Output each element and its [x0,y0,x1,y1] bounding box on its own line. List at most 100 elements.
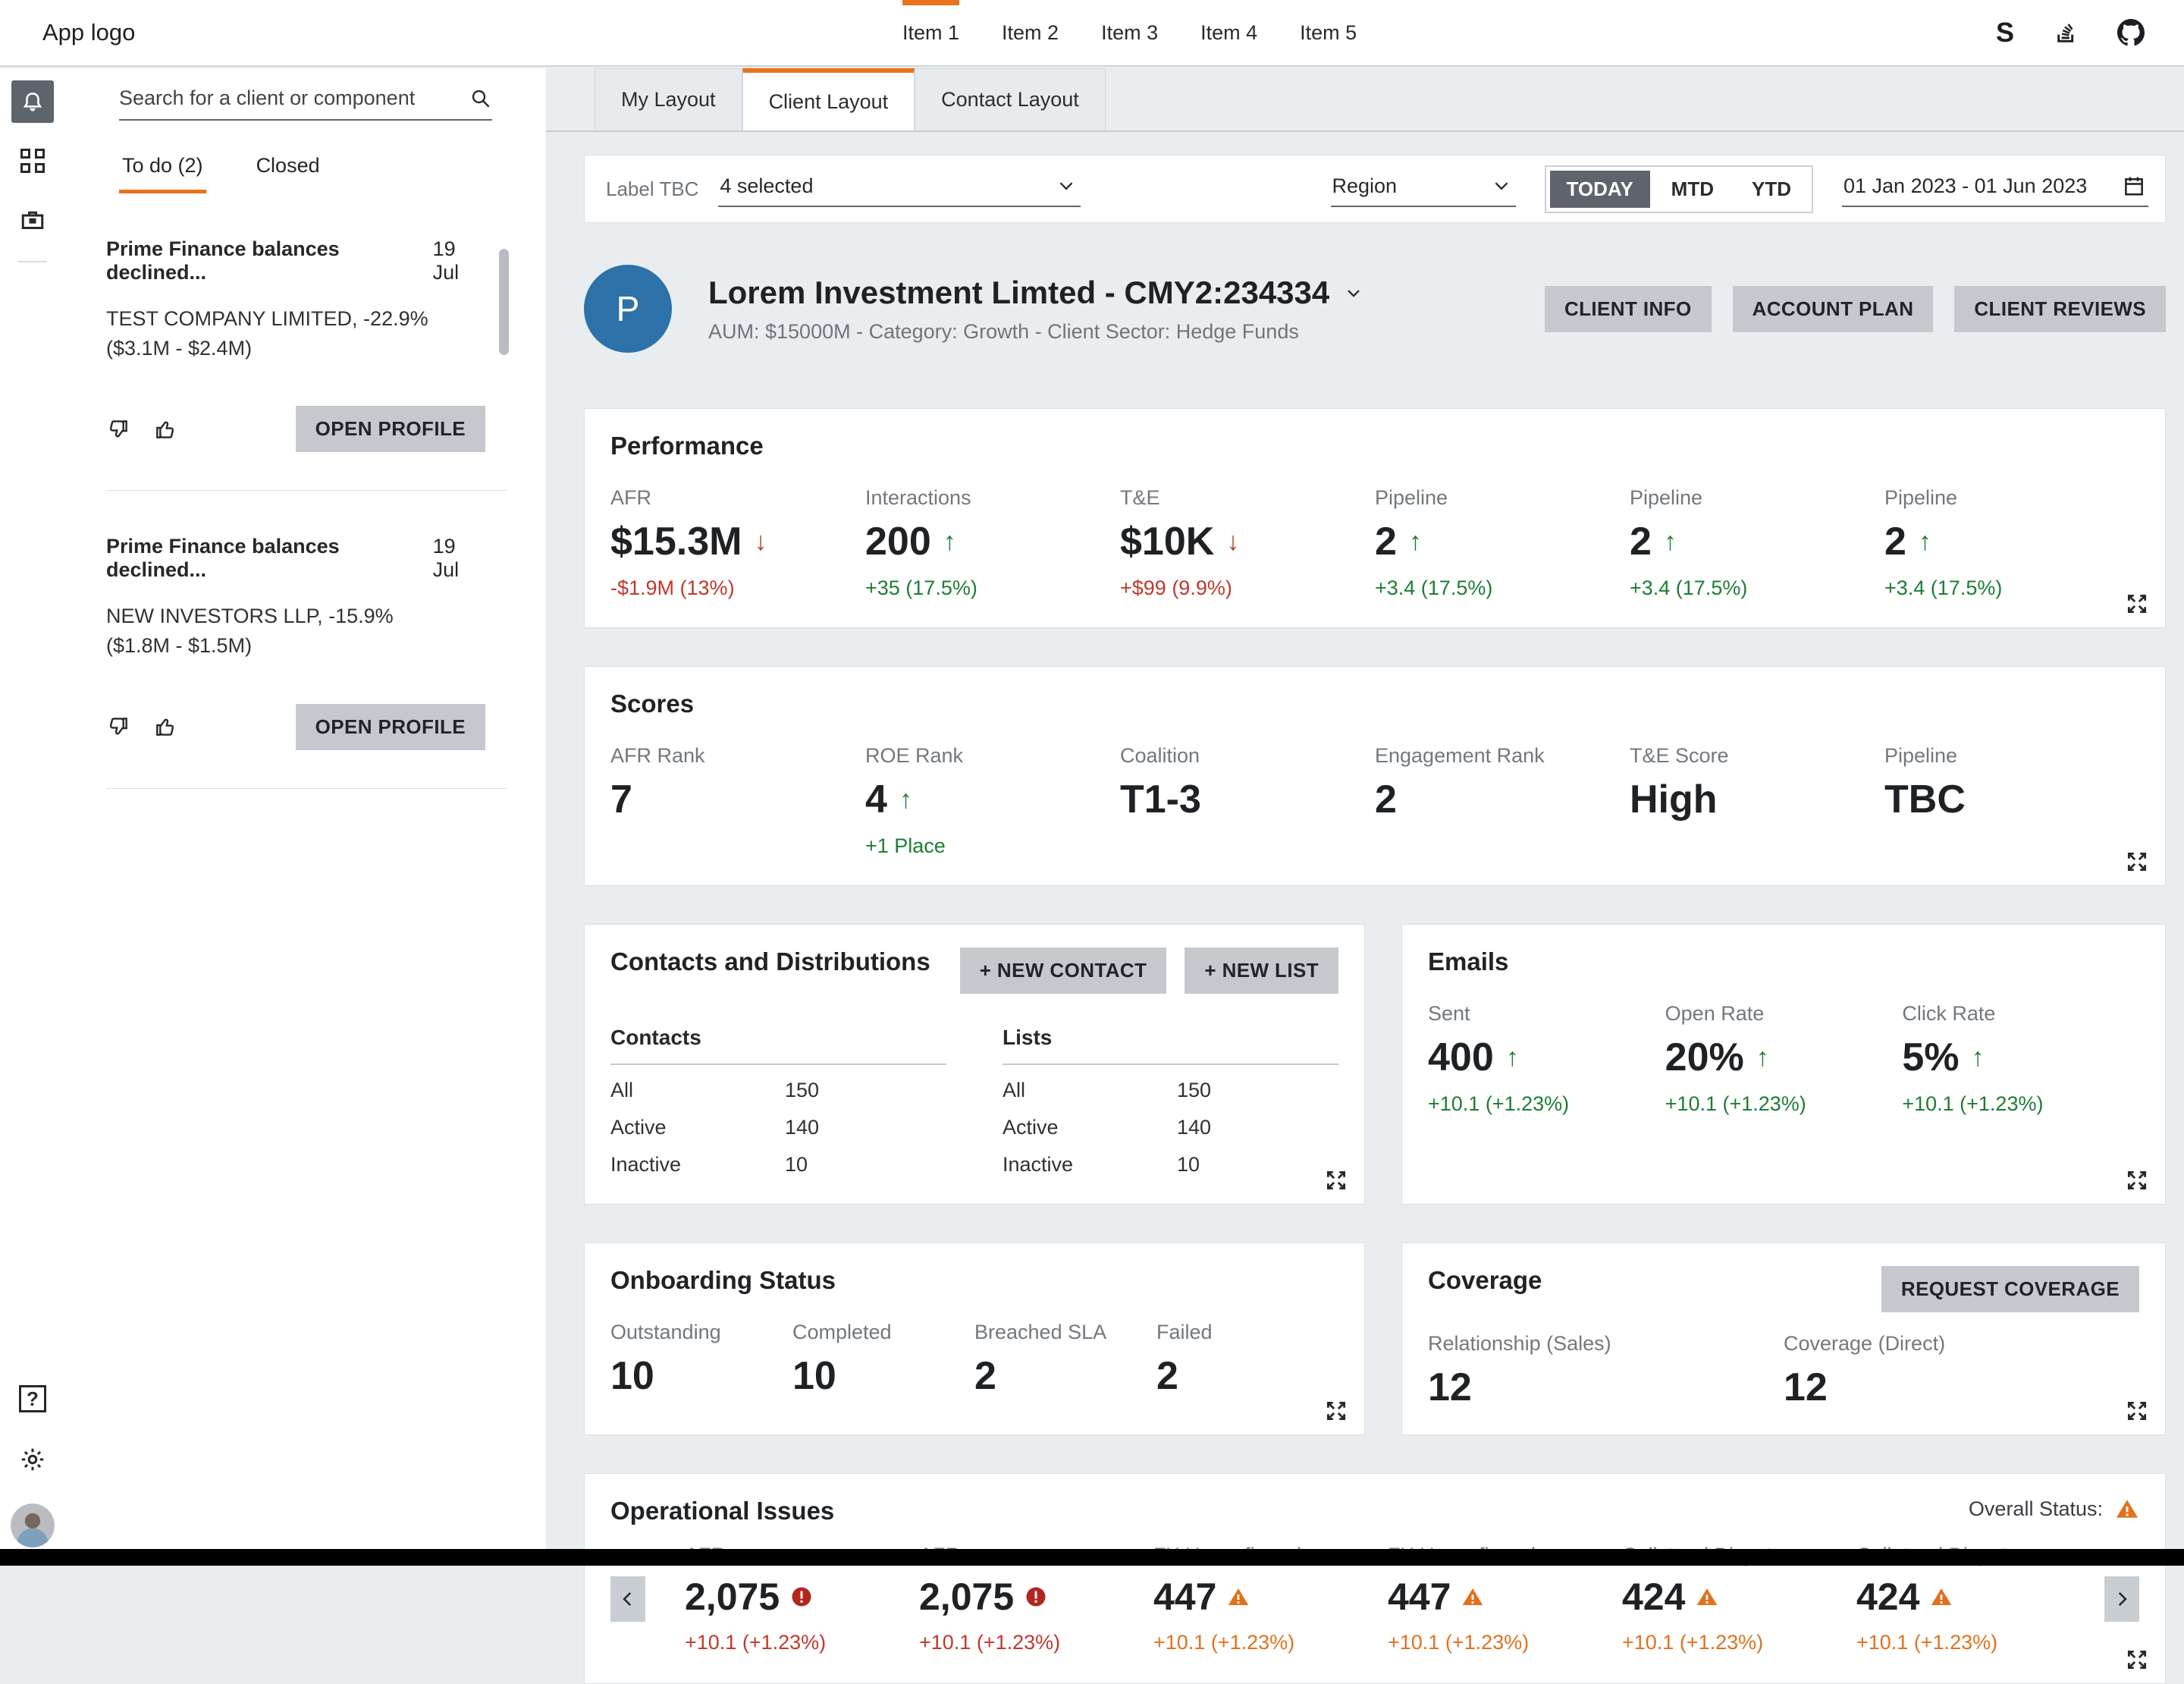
label-tbc-dropdown[interactable]: 4 selected [718,171,1081,207]
nav-item-3[interactable]: Item 3 [1101,20,1159,44]
nav-item-2[interactable]: Item 2 [1002,20,1059,44]
expand-icon[interactable] [2124,1647,2150,1673]
metric-pipeline: Pipeline 2 ↑ +3.4 (17.5%) [1884,486,2003,599]
thumbs-up-icon[interactable] [153,715,177,739]
search-icon[interactable] [469,87,492,110]
tab-closed[interactable]: Closed [256,154,320,177]
arrow-up-icon: ↑ [943,527,956,556]
rail-divider [18,261,47,262]
plus-icon: + [979,959,992,982]
card-title: Emails [1428,947,1509,976]
period-mtd[interactable]: MTD [1671,177,1714,200]
bell-icon [20,89,46,115]
arrow-up-icon: ↑ [1971,1043,1985,1072]
new-contact-button[interactable]: + NEW CONTACT [959,947,1167,994]
user-avatar[interactable] [11,1503,55,1547]
coverage-card: Coverage REQUEST COVERAGE Relationship (… [1401,1243,2166,1435]
period-today[interactable]: TODAY [1549,170,1650,208]
expand-icon[interactable] [2124,849,2150,875]
nav-item-1[interactable]: Item 1 [902,0,960,65]
client-search [119,86,492,121]
search-input[interactable] [119,86,438,110]
contacts-card: Contacts and Distributions + NEW CONTACT… [584,924,1365,1205]
expand-icon[interactable] [1323,1398,1349,1424]
notification-date: 19 Jul [432,535,460,582]
performance-card: Performance AFR $15.3M ↓ -$1.9M (13%) Int… [584,408,2166,628]
scroll-right-button[interactable] [2104,1576,2139,1622]
notification-body: NEW INVESTORS LLP, -15.9% ($1.8M - $1.5M… [106,605,394,658]
top-right-icons: S [1996,17,2145,49]
plus-icon: + [1204,959,1216,982]
app-logo: App logo [42,19,136,46]
expand-icon[interactable] [2124,1167,2150,1193]
client-reviews-button[interactable]: CLIENT REVIEWS [1954,285,2166,332]
tab-todo[interactable]: To do (2) [119,154,206,193]
nav-item-4[interactable]: Item 4 [1200,20,1258,44]
table-row: Active 140 [610,1116,820,1139]
nav-item-5[interactable]: Item 5 [1300,20,1357,44]
table-row: Active 140 [1003,1116,1212,1139]
metric-pipeline-score: Pipeline TBC [1884,744,1966,822]
date-range-picker[interactable]: 01 Jan 2023 - 01 Jun 2023 [1842,171,2148,207]
metric-relationship-sales: Relationship (Sales) 12 [1428,1332,1611,1409]
notification-card: Prime Finance balances declined... 19 Ju… [106,237,507,492]
tab-my-layout[interactable]: My Layout [595,68,742,130]
left-rail: ? [0,68,65,1549]
thumbs-down-icon[interactable] [106,715,130,739]
filter-label: Label TBC [606,177,699,200]
divider [106,787,507,789]
period-segmented-control: TODAY MTD YTD [1544,165,1813,213]
table-row: All 150 [1003,1079,1212,1101]
main-area: My Layout Client Layout Contact Layout L… [546,68,2184,1684]
expand-icon[interactable] [1323,1167,1349,1193]
apps-rail-button[interactable] [11,140,54,182]
metric-failed: Failed 2 [1156,1321,1213,1398]
expand-icon[interactable] [2124,1398,2150,1424]
thumbs-up-icon[interactable] [153,417,177,441]
notification-card: Prime Finance balances declined... 19 Ju… [106,535,507,789]
top-nav: Item 1 Item 2 Item 3 Item 4 Item 5 [902,0,1357,65]
metric-completed: Completed 10 [792,1321,892,1398]
settings-button[interactable] [19,1446,46,1473]
client-info-button[interactable]: CLIENT INFO [1544,285,1712,332]
stackoverflow-icon[interactable] [2054,20,2078,45]
thumbs-down-icon[interactable] [106,417,130,441]
chevron-down-icon[interactable] [1343,282,1364,303]
metric-pipeline: Pipeline 2 ↑ +3.4 (17.5%) [1630,486,1748,599]
notification-body: TEST COMPANY LIMITED, -22.9% ($3.1M - $2… [106,307,428,360]
arrow-up-icon: ↑ [1756,1043,1769,1072]
layout-tabs: My Layout Client Layout Contact Layout [546,68,2184,132]
emails-card: Emails Sent 400 ↑ +10.1 (+1.23%) Open Rat… [1401,924,2166,1205]
panel-scrollbar[interactable] [499,249,509,355]
card-title: Operational Issues [610,1497,835,1525]
chevron-down-icon [1492,176,1511,196]
tab-contact-layout[interactable]: Contact Layout [915,68,1106,130]
warning-icon [1696,1585,1718,1608]
card-title: Scores [610,690,695,718]
period-ytd[interactable]: YTD [1752,177,1791,200]
client-name[interactable]: Lorem Investment Limted - CMY2:234334 [708,275,1364,311]
arrow-up-icon: ↑ [1505,1043,1519,1072]
open-profile-button[interactable]: OPEN PROFILE [295,703,485,750]
card-title: Onboarding Status [610,1266,836,1294]
request-coverage-button[interactable]: REQUEST COVERAGE [1881,1266,2139,1312]
new-list-button[interactable]: + NEW LIST [1185,947,1338,994]
card-title: Contacts and Distributions [610,947,930,976]
open-profile-button[interactable]: OPEN PROFILE [295,406,485,453]
card-title: Performance [610,432,764,460]
chevron-down-icon [1056,176,1076,196]
work-rail-button[interactable] [11,199,54,241]
github-icon[interactable] [2117,19,2145,46]
expand-icon[interactable] [2124,591,2150,617]
scroll-left-button[interactable] [610,1576,645,1622]
gear-icon [19,1446,46,1473]
warning-icon [1930,1585,1953,1608]
table-row: Inactive 10 [610,1153,808,1176]
help-button[interactable]: ? [19,1385,46,1412]
tab-client-layout[interactable]: Client Layout [742,68,915,130]
account-plan-button[interactable]: ACCOUNT PLAN [1732,285,1934,332]
s-logo-icon[interactable]: S [1995,17,2014,48]
region-dropdown[interactable]: Region [1330,171,1516,207]
notifications-rail-button[interactable] [11,80,54,123]
arrow-down-icon: ↓ [1226,527,1240,556]
